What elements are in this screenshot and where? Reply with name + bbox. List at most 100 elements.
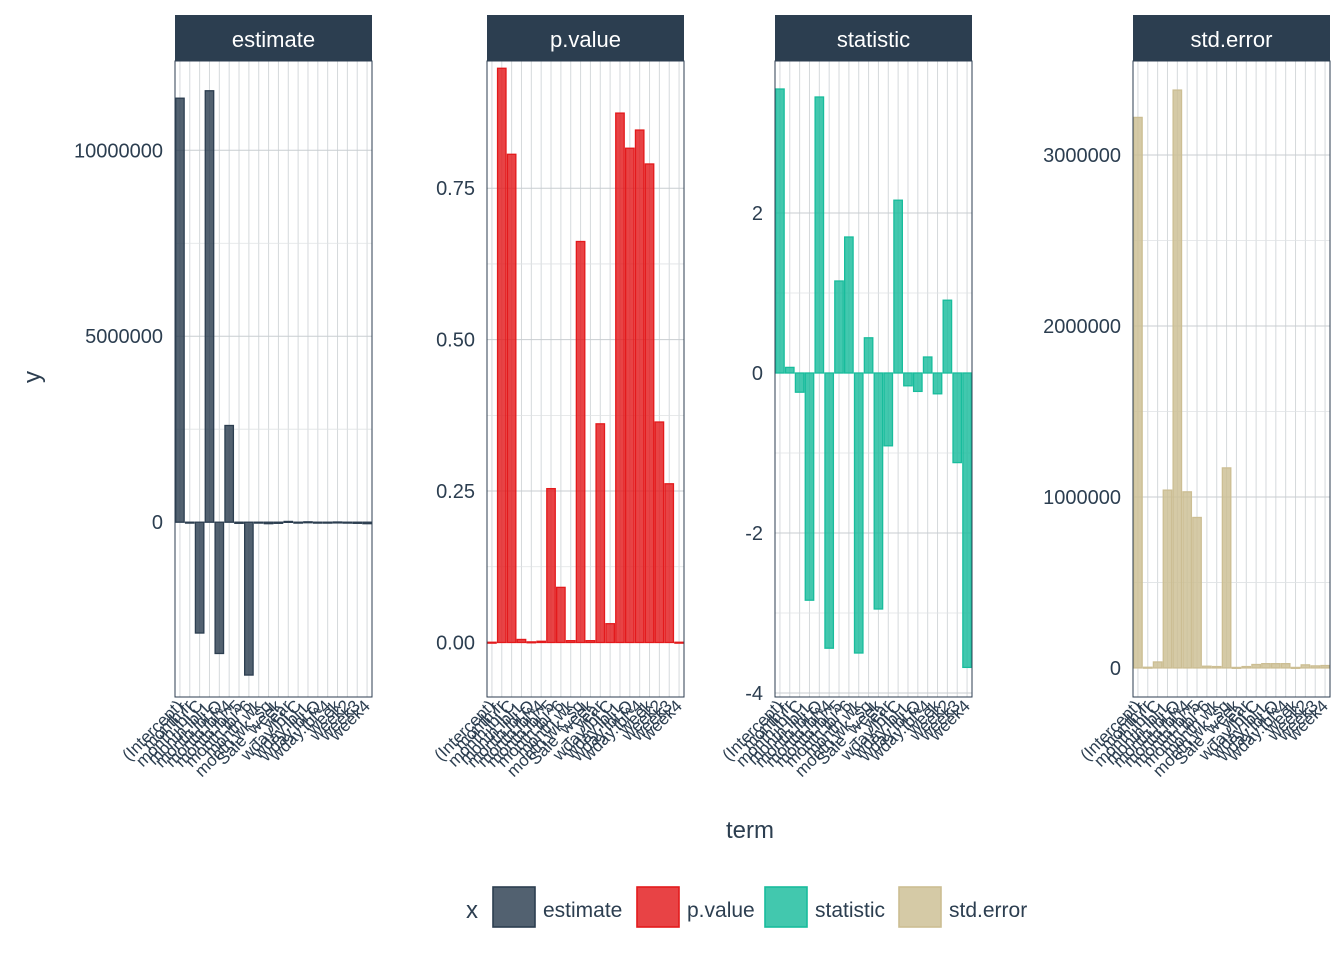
bar-estimate-(Intercept) (175, 97, 185, 523)
bar-estimate-month.lbl.Q (214, 521, 225, 655)
bar-statistic-wday.lbl.L (903, 372, 913, 387)
bar-std.error-(Intercept) (1133, 116, 1143, 669)
y-tick-label: 0.25 (436, 481, 475, 503)
bar-std.error-week2 (1300, 664, 1311, 669)
bar-std.error-month.lbl.C (1152, 661, 1163, 669)
y-tick-label: 0 (752, 363, 763, 385)
bar-statistic-month.lbl.L (804, 372, 815, 601)
bar-estimate-week2 (342, 521, 353, 524)
legend-key-statistic (764, 886, 808, 928)
bar-statistic-week3 (952, 372, 963, 464)
facet-strip-label: statistic (837, 27, 910, 52)
bar-p.value-week3 (664, 483, 675, 644)
panel-border (174, 60, 373, 698)
facet-strip-std.error (1133, 15, 1330, 61)
bar-estimate-month.lbl^5 (234, 521, 244, 524)
y-tick-label: 3000000 (1043, 145, 1121, 167)
bar-statistic-month.wk (853, 372, 864, 654)
bar-p.value-month.lbl.L (516, 638, 527, 644)
y-tick-label: 0 (1110, 658, 1121, 680)
bar-p.value-week (644, 163, 655, 644)
bar-std.error-month.fr (1142, 666, 1153, 669)
bar-std.error-month.lbl^5 (1192, 516, 1202, 669)
bar-std.error-week3 (1310, 665, 1321, 669)
bar-p.value-month.lbl.Q (526, 641, 537, 644)
panel-border (486, 60, 685, 698)
bar-p.value-year (595, 423, 606, 644)
bar-estimate-month.lbl^6 (243, 521, 254, 676)
y-tick-label: 0.50 (436, 330, 475, 352)
facet-strip-statistic (775, 15, 972, 61)
bar-p.value-week4 (674, 641, 684, 644)
legend-key-estimate (492, 886, 536, 928)
legend-key-std.error (898, 886, 942, 928)
bar-std.error-month.lbl.Q (1172, 89, 1183, 669)
bar-estimate-wday.lbl.Q (312, 521, 323, 524)
bar-p.value-week2 (654, 421, 665, 644)
legend-key-p.value (636, 886, 680, 928)
bar-estimate-week3 (352, 521, 363, 524)
bar-p.value-wday.lbl.L (615, 112, 625, 644)
bar-std.error-wday.lbl^4 (1280, 663, 1291, 669)
bar-p.value-wday.lbl.Q (624, 147, 635, 644)
y-tick-label: 10000000 (74, 140, 163, 162)
bar-statistic-month.lbl.C (794, 372, 805, 393)
bar-p.value-wday.lbl.C (605, 623, 616, 644)
bar-statistic-month.lbl^4 (824, 372, 835, 649)
legend-label: estimate (543, 899, 622, 922)
bar-std.error-year (1241, 665, 1252, 669)
bar-std.error-wday.lbl.L (1261, 663, 1271, 669)
facet-strip-estimate (175, 15, 372, 61)
facet-strip-p.value (487, 15, 684, 61)
legend-label: std.error (949, 899, 1027, 922)
bar-p.value-month.lbl^5 (546, 487, 556, 644)
bar-estimate-year (283, 520, 294, 523)
bar-estimate-month.lbl.L (204, 90, 215, 523)
bar-p.value-month.wk_sq (575, 240, 586, 644)
bar-std.error-month.lbl.L (1162, 489, 1173, 669)
y-tick-label: -4 (745, 683, 763, 705)
legend-label: p.value (687, 899, 755, 922)
bar-std.error-week4 (1320, 664, 1330, 669)
bar-statistic-wday.lbl.C (893, 199, 904, 374)
bar-std.error-month.lbl^4 (1182, 491, 1193, 669)
legend-title: x (466, 897, 478, 924)
facet-strip-label: p.value (550, 27, 621, 52)
bar-std.error-Sale_week (1231, 666, 1242, 669)
y-tick-label: 5000000 (85, 326, 163, 348)
bar-p.value-Sale_week (585, 640, 596, 644)
facet-strip-label: estimate (232, 27, 315, 52)
bar-statistic-(Intercept) (775, 88, 785, 374)
bar-std.error-week (1290, 666, 1301, 669)
bar-std.error-month.wk_sq (1221, 467, 1232, 669)
bar-std.error-month.wk (1211, 665, 1222, 669)
bar-statistic-month.lbl^6 (844, 236, 854, 374)
bar-statistic-wday.lbl.Q (912, 372, 923, 393)
bar-p.value-wday.lbl^4 (634, 129, 645, 644)
bar-estimate-week (332, 521, 343, 524)
bar-estimate-week4 (362, 521, 372, 525)
y-tick-label: 0 (152, 512, 163, 534)
bar-p.value-month.lbl.C (506, 153, 517, 644)
panel-border (1132, 60, 1331, 698)
bar-estimate-Sale_week (273, 521, 284, 524)
bar-estimate-month.lbl.C (194, 521, 205, 634)
bar-estimate-month.fr (184, 521, 195, 524)
bar-estimate-wday.lbl.C (293, 521, 303, 524)
bar-estimate-month.lbl^4 (224, 424, 235, 523)
bar-estimate-month.wk (253, 521, 264, 524)
bar-std.error-wday.lbl.Q (1270, 663, 1281, 669)
y-tick-label: 0.75 (436, 178, 475, 200)
bar-std.error-month.lbl^6 (1202, 665, 1212, 669)
bar-std.error-wday.lbl.C (1251, 663, 1262, 669)
bar-p.value-month.lbl^6 (556, 586, 566, 644)
y-axis-title: y (19, 371, 46, 383)
bar-p.value-month.wk (565, 640, 576, 644)
bar-statistic-week4 (962, 372, 972, 669)
bar-statistic-week (932, 372, 943, 395)
bar-statistic-week2 (942, 299, 953, 374)
y-tick-label: -2 (745, 523, 763, 545)
bar-p.value-month.lbl^4 (536, 640, 547, 644)
bar-p.value-(Intercept) (487, 641, 497, 644)
